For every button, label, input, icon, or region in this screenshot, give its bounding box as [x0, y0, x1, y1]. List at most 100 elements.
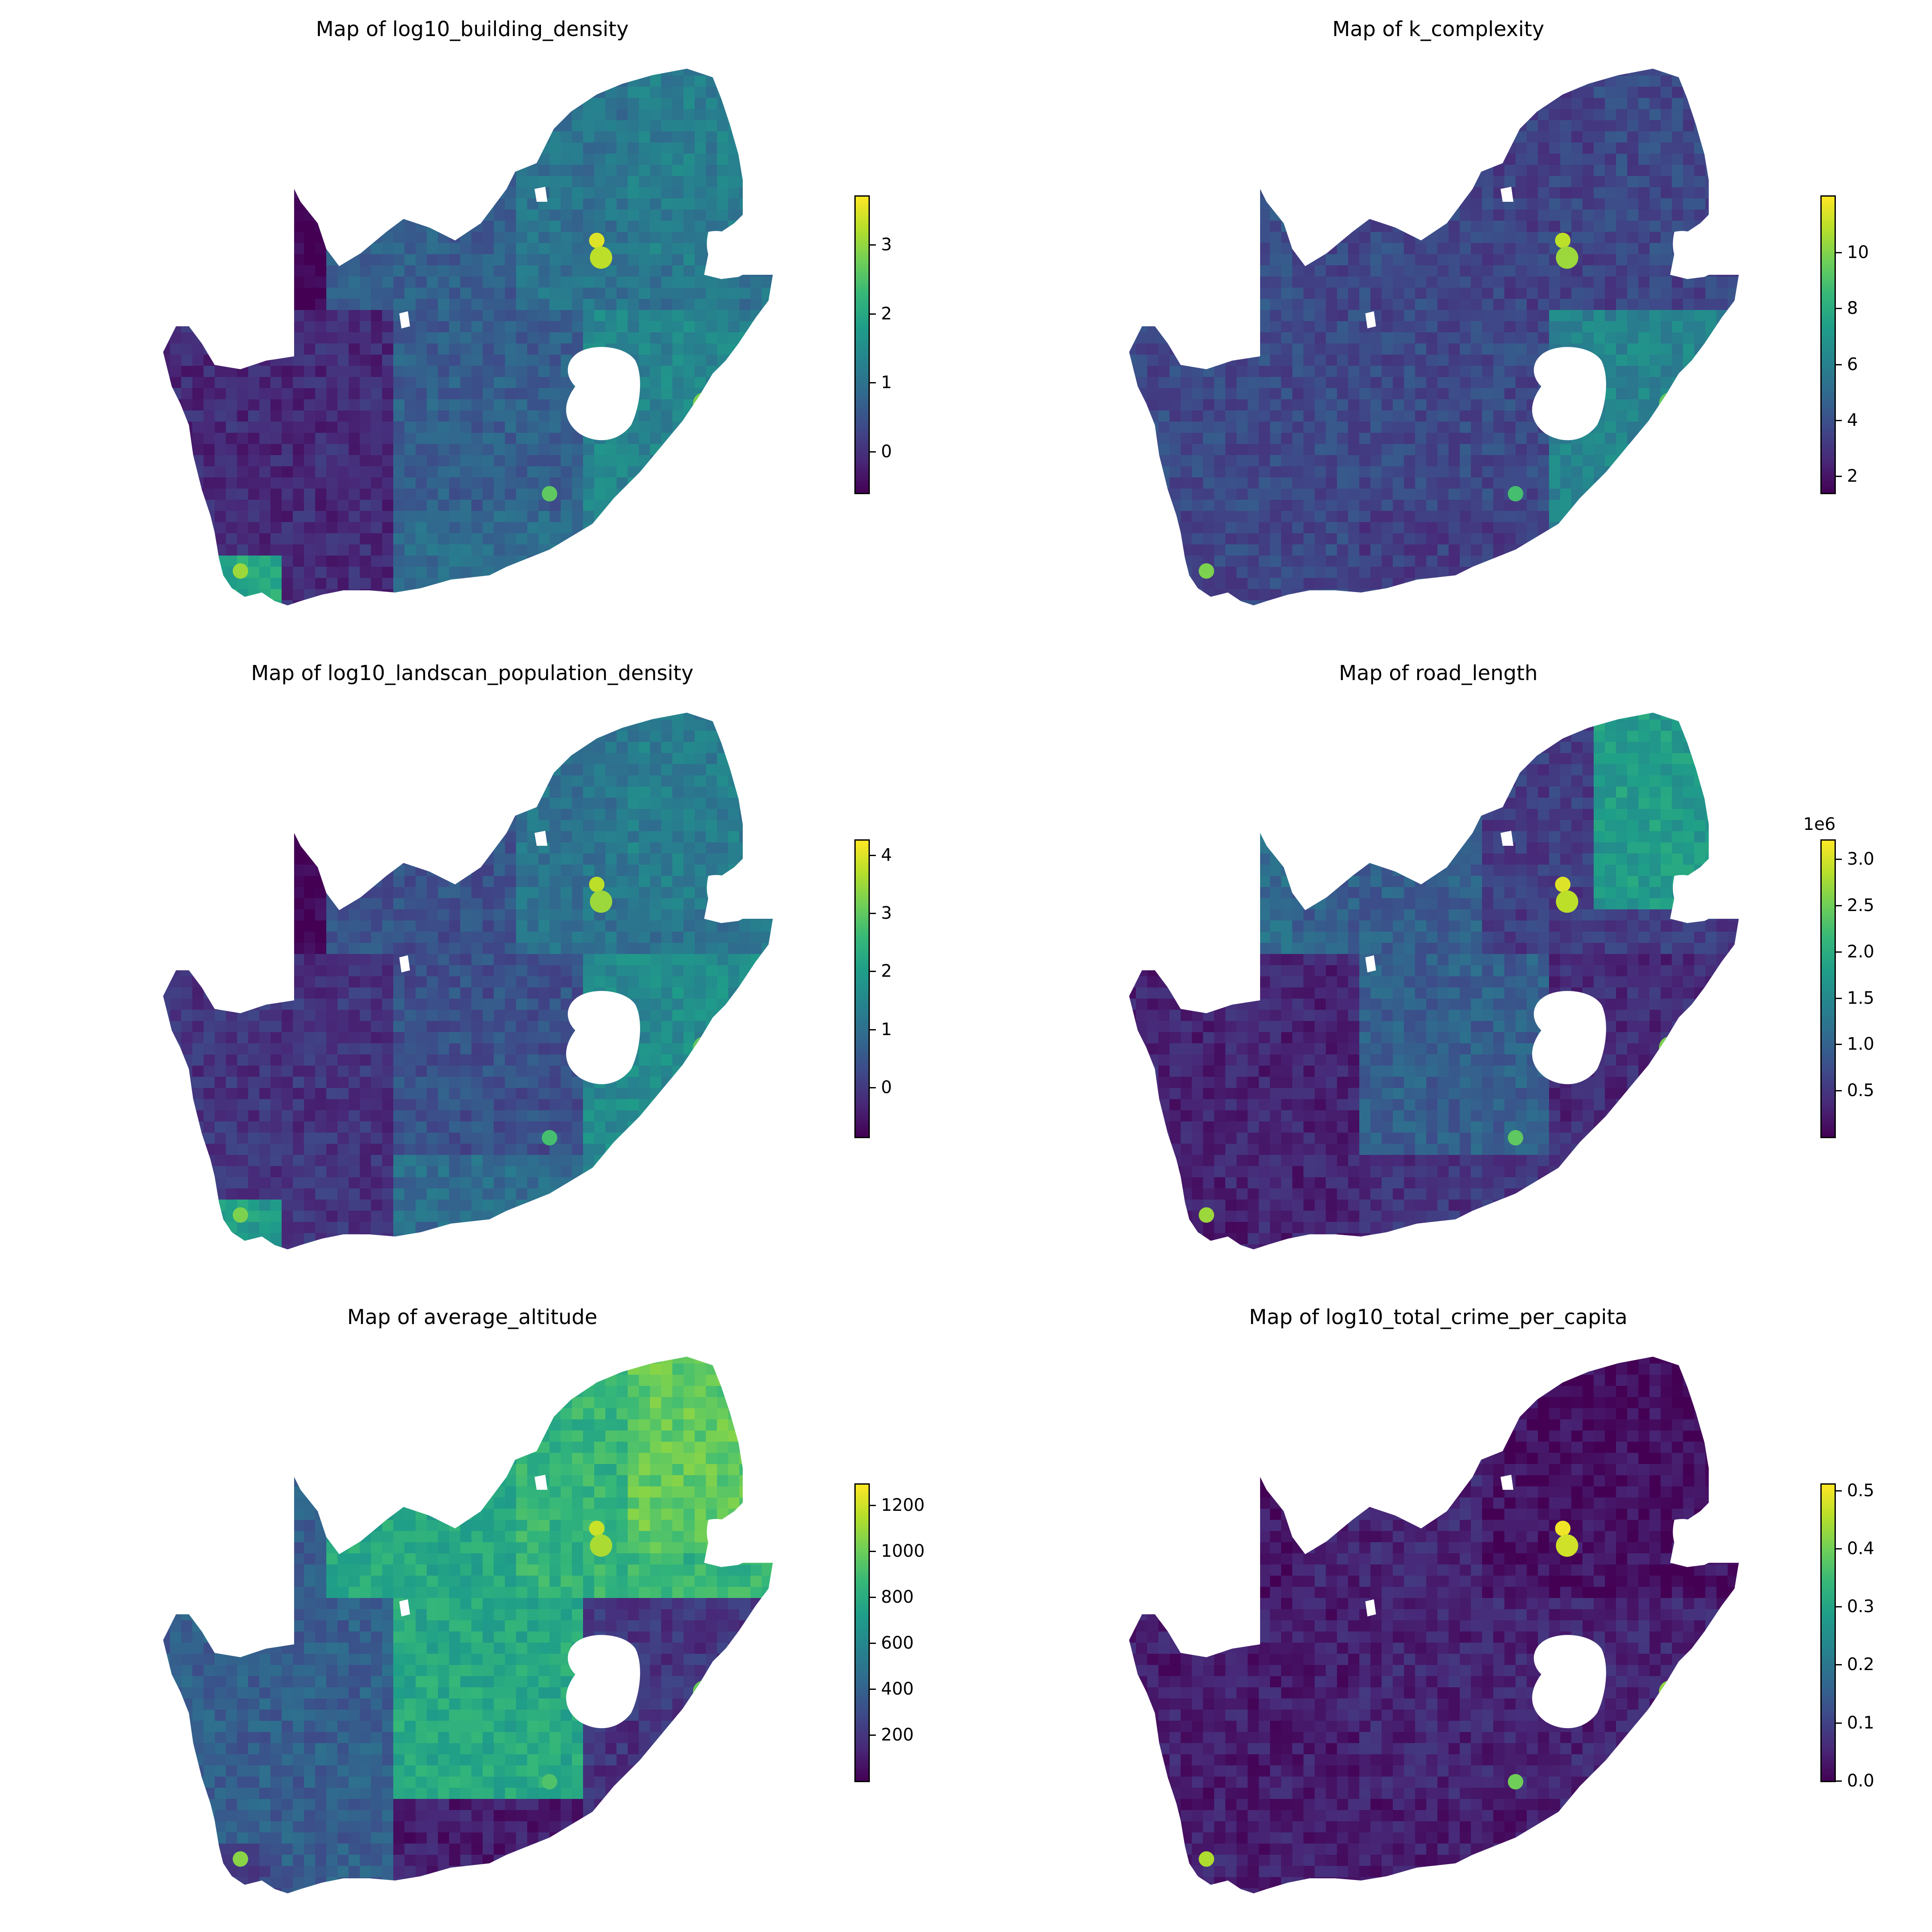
- region-cell: [471, 299, 483, 310]
- region-cell: [170, 332, 181, 343]
- region-cell: [1538, 455, 1549, 466]
- region-cell: [427, 154, 438, 165]
- region-cell: [773, 500, 784, 511]
- region-cell: [483, 187, 494, 198]
- region-cell: [1303, 254, 1315, 265]
- region-cell: [1270, 489, 1281, 500]
- region-cell: [1181, 198, 1192, 210]
- region-cell: [1605, 288, 1616, 299]
- region-cell: [1661, 276, 1672, 288]
- region-cell: [550, 243, 561, 254]
- region-cell: [762, 578, 773, 589]
- region-cell: [605, 98, 617, 109]
- region-cell: [717, 410, 728, 422]
- region-cell: [449, 399, 460, 410]
- region-cell: [1661, 422, 1672, 433]
- region-cell: [1460, 254, 1471, 265]
- region-cell: [1129, 321, 1136, 332]
- region-cell: [1203, 377, 1214, 388]
- region-cell: [1393, 489, 1404, 500]
- region-cell: [650, 254, 661, 265]
- region-cell: [717, 187, 728, 198]
- region-cell: [1359, 477, 1370, 489]
- region-cell: [1627, 466, 1638, 477]
- region-cell: [483, 120, 494, 131]
- region-cell: [1482, 98, 1493, 109]
- region-cell: [204, 69, 215, 76]
- region-cell: [706, 589, 717, 600]
- region-cell: [1739, 377, 1750, 388]
- region-cell: [204, 533, 215, 544]
- region-cell: [717, 165, 728, 176]
- region-cell: [1728, 221, 1739, 232]
- region-cell: [717, 87, 728, 98]
- region-cell: [650, 143, 661, 154]
- region-cell: [237, 198, 248, 210]
- region-cell: [1270, 154, 1281, 165]
- region-cell: [237, 422, 248, 433]
- region-cell: [750, 187, 762, 198]
- region-cell: [639, 332, 650, 343]
- region-cell: [1426, 433, 1437, 444]
- region-cell: [237, 232, 248, 243]
- region-cell: [1705, 399, 1716, 410]
- region-cell: [1449, 288, 1460, 299]
- region-cell: [1583, 165, 1594, 176]
- region-cell: [1270, 321, 1281, 332]
- region-cell: [728, 131, 739, 143]
- region-cell: [773, 444, 784, 455]
- region-cell: [717, 198, 728, 210]
- region-cell: [1605, 276, 1616, 288]
- region-cell: [226, 600, 237, 605]
- region-cell: [1504, 265, 1516, 276]
- region-cell: [1426, 76, 1437, 87]
- region-cell: [1560, 210, 1571, 221]
- region-cell: [1203, 455, 1214, 466]
- region-cell: [449, 556, 460, 567]
- region-cell: [1504, 154, 1516, 165]
- region-cell: [561, 332, 572, 343]
- region-cell: [416, 489, 427, 500]
- region-cell: [326, 410, 337, 422]
- region-cell: [516, 377, 527, 388]
- region-cell: [248, 477, 259, 489]
- region-cell: [494, 321, 505, 332]
- region-cell: [494, 176, 505, 187]
- region-cell: [460, 410, 471, 422]
- region-cell: [438, 165, 449, 176]
- region-cell: [1527, 444, 1538, 455]
- region-cell: [248, 578, 259, 589]
- region-cell: [1527, 477, 1538, 489]
- region-cell: [1147, 489, 1158, 500]
- region-cell: [181, 444, 192, 455]
- region-cell: [538, 154, 550, 165]
- region-cell: [1170, 388, 1181, 399]
- region-cell: [695, 109, 706, 120]
- region-cell: [226, 254, 237, 265]
- region-cell: [270, 466, 282, 477]
- region-cell: [1382, 433, 1393, 444]
- region-cell: [1594, 165, 1605, 176]
- region-cell: [360, 522, 371, 533]
- region-cell: [1136, 131, 1147, 143]
- region-cell: [1482, 198, 1493, 210]
- region-cell: [1225, 500, 1236, 511]
- region-cell: [773, 154, 784, 165]
- region-cell: [1236, 310, 1248, 321]
- region-cell: [1482, 422, 1493, 433]
- region-cell: [1571, 466, 1583, 477]
- region-cell: [1136, 321, 1147, 332]
- region-cell: [449, 500, 460, 511]
- region-cell: [192, 221, 204, 232]
- region-cell: [1192, 332, 1203, 343]
- region-cell: [427, 143, 438, 154]
- region-cell: [1393, 355, 1404, 366]
- region-cell: [215, 69, 226, 76]
- region-cell: [360, 221, 371, 232]
- region-cell: [237, 444, 248, 455]
- region-cell: [1225, 254, 1236, 265]
- region-cell: [1348, 165, 1359, 176]
- region-cell: [1449, 489, 1460, 500]
- region-cell: [315, 366, 326, 377]
- region-cell: [1337, 98, 1348, 109]
